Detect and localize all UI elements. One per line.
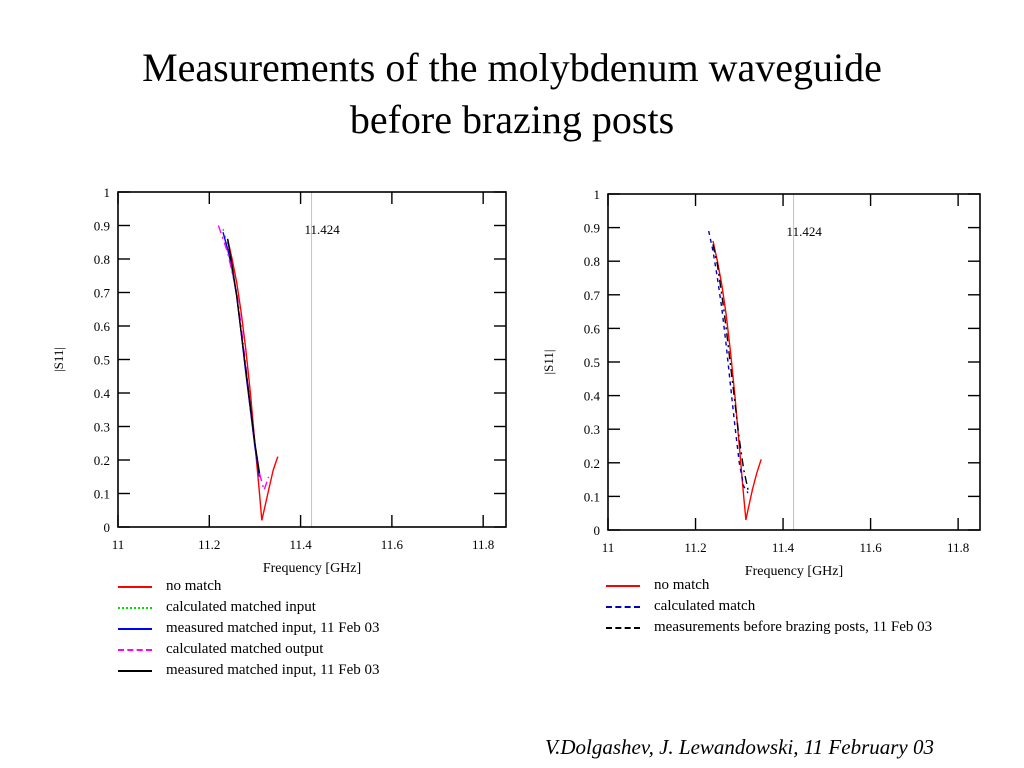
c0-legend-swatch-4: [118, 670, 152, 672]
c1-ytick-label-7: 0.7: [584, 288, 601, 303]
c1-ytick-label-4: 0.4: [584, 389, 601, 404]
c1-x-axis-label: Frequency [GHz]: [745, 564, 843, 579]
slide-title-line-2: before brazing posts: [349, 97, 675, 142]
c0-xtick-label-3: 11.6: [381, 537, 404, 552]
c1-legend-label-2: measurements before brazing posts, 11 Fe…: [654, 619, 933, 635]
author-credit: V.Dolgashev, J. Lewandowski, 11 February…: [544, 735, 934, 759]
c1-ytick-label-9: 0.9: [584, 221, 600, 236]
c0-ytick-label-0: 0: [104, 520, 111, 535]
c1-legend-swatch-1: [606, 606, 640, 608]
c0-legend-label-4: measured matched input, 11 Feb 03: [166, 662, 380, 678]
c1-ytick-label-2: 0.2: [584, 456, 600, 471]
c0-legend-label-3: calculated matched output: [166, 641, 324, 657]
c1-xtick-label-1: 11.2: [684, 540, 706, 555]
c0-legend-swatch-3: [118, 649, 152, 651]
c0-marker-label: 11.424: [305, 222, 341, 237]
c0-legend-swatch-2: [118, 628, 152, 630]
c1-ytick-label-5: 0.5: [584, 355, 600, 370]
c0-ytick-label-2: 0.2: [94, 453, 110, 468]
slide-title-line-1: Measurements of the molybdenum waveguide: [142, 45, 882, 90]
c1-xtick-label-3: 11.6: [859, 540, 882, 555]
c0-xtick-label-2: 11.4: [289, 537, 312, 552]
c0-ytick-label-3: 0.3: [94, 420, 110, 435]
c1-legend-swatch-2: [606, 627, 640, 629]
c1-series-0: [712, 240, 762, 521]
c0-xtick-label-4: 11.8: [472, 537, 494, 552]
slide-title: Measurements of the molybdenum waveguide…: [0, 42, 1024, 146]
c0-ytick-label-8: 0.8: [94, 252, 110, 267]
c1-legend-swatch-0: [606, 585, 640, 587]
c0-legend-label-2: measured matched input, 11 Feb 03: [166, 620, 380, 636]
c1-ytick-label-6: 0.6: [584, 321, 601, 336]
c1-series-2: [712, 244, 749, 490]
c1-marker-label: 11.424: [787, 224, 823, 239]
c1-ytick-label-0: 0: [594, 523, 601, 538]
c1-ytick-label-1: 0.1: [584, 489, 600, 504]
c0-ytick-label-6: 0.6: [94, 319, 111, 334]
c0-series-4: [226, 238, 261, 474]
c0-x-axis-label: Frequency [GHz]: [263, 561, 361, 576]
c1-series-1: [708, 230, 749, 494]
c1-legend-label-0: no match: [654, 577, 710, 593]
c1-ytick-label-3: 0.3: [584, 422, 600, 437]
c0-ytick-label-9: 0.9: [94, 219, 110, 234]
c0-legend-swatch-0: [118, 586, 152, 588]
c1-xtick-label-4: 11.8: [947, 540, 969, 555]
c0-ytick-label-4: 0.4: [94, 386, 111, 401]
c0-legend-label-0: no match: [166, 578, 222, 594]
c1-y-axis-label: |S11|: [541, 350, 556, 375]
c1-xtick-label-0: 11: [602, 540, 615, 555]
c0-ytick-label-7: 0.7: [94, 286, 111, 301]
c0-y-axis-label: |S11|: [51, 347, 66, 372]
c1-legend-label-1: calculated match: [654, 598, 756, 614]
c0-legend-label-1: calculated matched input: [166, 599, 316, 615]
c0-xtick-label-0: 11: [112, 537, 125, 552]
c1-ytick-label-8: 0.8: [584, 254, 600, 269]
c0-ytick-label-5: 0.5: [94, 353, 110, 368]
c0-xtick-label-1: 11.2: [198, 537, 220, 552]
c1-ytick-label-10: 1: [594, 187, 601, 202]
c0-ytick-label-1: 0.1: [94, 487, 110, 502]
c0-legend-swatch-1: [118, 607, 152, 609]
c0-ytick-label-10: 1: [104, 185, 111, 200]
c1-xtick-label-2: 11.4: [772, 540, 795, 555]
